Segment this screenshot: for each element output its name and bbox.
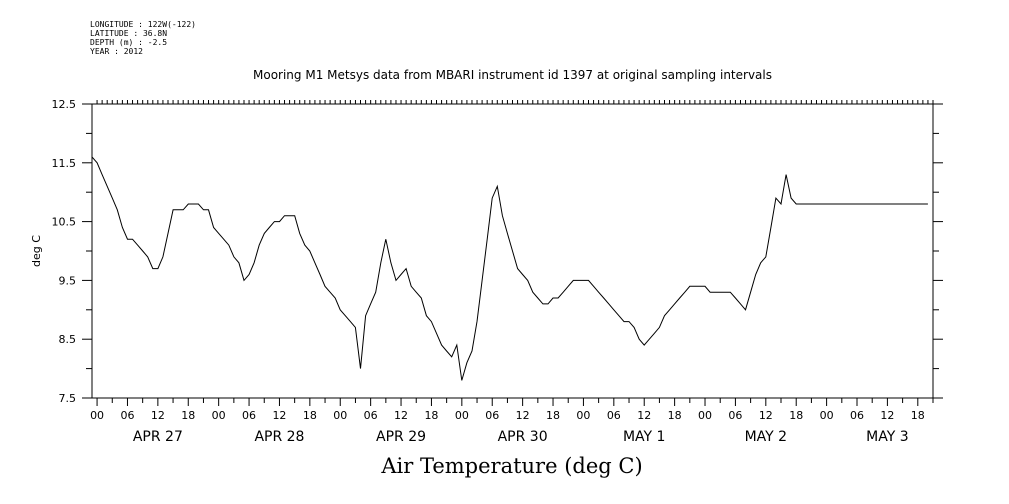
x-tick-label: 06 — [120, 409, 134, 422]
x-tick-label: 18 — [668, 409, 682, 422]
y-axis-label: deg C — [30, 235, 43, 267]
x-tick-label: 12 — [151, 409, 165, 422]
y-tick-label: 7.5 — [59, 392, 77, 405]
x-axis: 00 06 12 18 00 06 12 18 00 06 12 18 00 06 12 18 00 06 12 18… — [90, 100, 934, 445]
y-tick-label: 11.5 — [52, 157, 77, 170]
x-tick-label: 18 — [911, 409, 925, 422]
x-tick-label: 18 — [789, 409, 803, 422]
x-day-label: APR 30 — [498, 429, 548, 445]
x-tick-label: 00 — [455, 409, 469, 422]
x-tick-label: 06 — [364, 409, 378, 422]
metadata-block: LONGITUDE : 122W(-122) LATITUDE : 36.8N … — [90, 20, 196, 56]
x-tick-label: 12 — [516, 409, 530, 422]
y-tick-label: 9.5 — [59, 274, 77, 287]
x-tick-label: 18 — [181, 409, 195, 422]
x-tick-label: 12 — [394, 409, 408, 422]
y-axis: 7.5 8.5 9.5 10.5 11.5 12.5 — [52, 98, 943, 405]
x-day-label: APR 27 — [133, 429, 183, 445]
x-day-label: APR 29 — [376, 429, 426, 445]
x-tick-label: 00 — [90, 409, 104, 422]
x-tick-label: 12 — [759, 409, 773, 422]
x-tick-label: 06 — [728, 409, 742, 422]
y-tick-label: 8.5 — [59, 333, 77, 346]
x-tick-label: 00 — [576, 409, 590, 422]
x-axis-title: Air Temperature (deg C) — [381, 454, 643, 478]
x-tick-label: 18 — [546, 409, 560, 422]
x-tick-label: 06 — [850, 409, 864, 422]
chart-title: Mooring M1 Metsys data from MBARI instru… — [253, 68, 772, 82]
longitude-text: LONGITUDE : 122W(-122) — [90, 20, 196, 29]
x-tick-label: 06 — [485, 409, 499, 422]
x-tick-label: 00 — [820, 409, 834, 422]
x-tick-label: 06 — [607, 409, 621, 422]
x-tick-label: 18 — [303, 409, 317, 422]
series-line — [91, 156, 928, 381]
x-day-label: MAY 3 — [866, 429, 908, 445]
x-tick-label: 00 — [333, 409, 347, 422]
x-tick-label: 00 — [212, 409, 226, 422]
x-day-label: APR 28 — [254, 429, 304, 445]
x-tick-label: 00 — [698, 409, 712, 422]
y-tick-label: 10.5 — [52, 216, 77, 229]
latitude-text: LATITUDE : 36.8N — [90, 29, 168, 38]
year-text: YEAR : 2012 — [90, 47, 143, 56]
depth-text: DEPTH (m) : -2.5 — [90, 38, 168, 47]
x-day-label: MAY 1 — [623, 429, 665, 445]
x-tick-label: 12 — [272, 409, 286, 422]
x-day-label: MAY 2 — [745, 429, 787, 445]
x-tick-label: 06 — [242, 409, 256, 422]
y-tick-label: 12.5 — [52, 98, 77, 111]
x-tick-label: 12 — [880, 409, 894, 422]
x-tick-label: 12 — [637, 409, 651, 422]
x-tick-label: 18 — [424, 409, 438, 422]
